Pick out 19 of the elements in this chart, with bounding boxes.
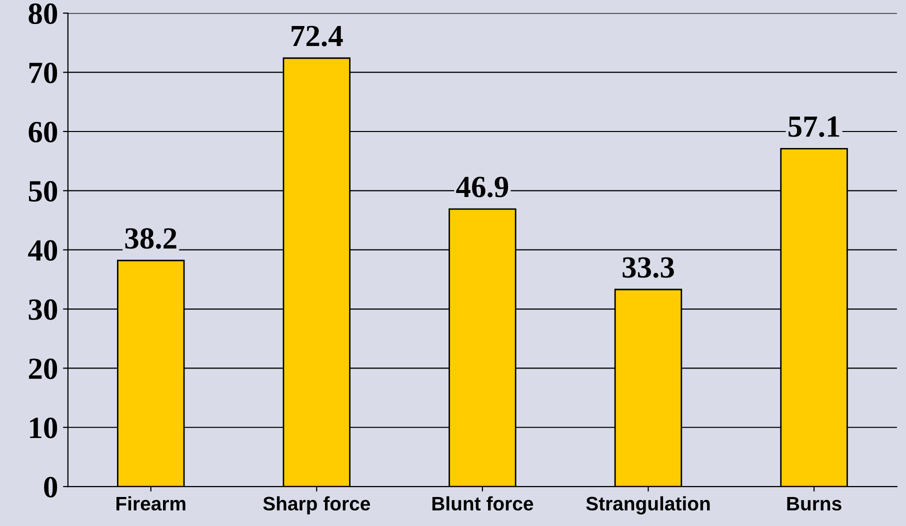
x-tick-label: Blunt force — [432, 496, 534, 511]
x-tick-label: Sharp force — [263, 496, 370, 514]
y-tick-label: 50 — [28, 180, 58, 202]
y-tick-label: 20 — [28, 358, 58, 380]
data-label: 33.3 — [622, 257, 674, 278]
x-tick-label: Burns — [787, 496, 842, 511]
data-label: 38.2 — [125, 228, 176, 249]
data-label: 72.4 — [292, 26, 343, 46]
y-tick-label: 0 — [44, 476, 58, 498]
x-tick-label: Firearm — [116, 496, 186, 511]
y-tick-label: 30 — [28, 299, 58, 320]
y-tick-label: 40 — [28, 240, 58, 261]
y-tick-label: 80 — [28, 3, 58, 24]
x-tick-label: Strangulation — [586, 496, 710, 514]
data-label: 57.1 — [788, 116, 840, 138]
y-tick-label: 60 — [28, 122, 58, 142]
y-tick-label: 10 — [30, 418, 58, 438]
y-tick-label: 70 — [29, 62, 58, 84]
data-label: 46.9 — [456, 176, 508, 198]
